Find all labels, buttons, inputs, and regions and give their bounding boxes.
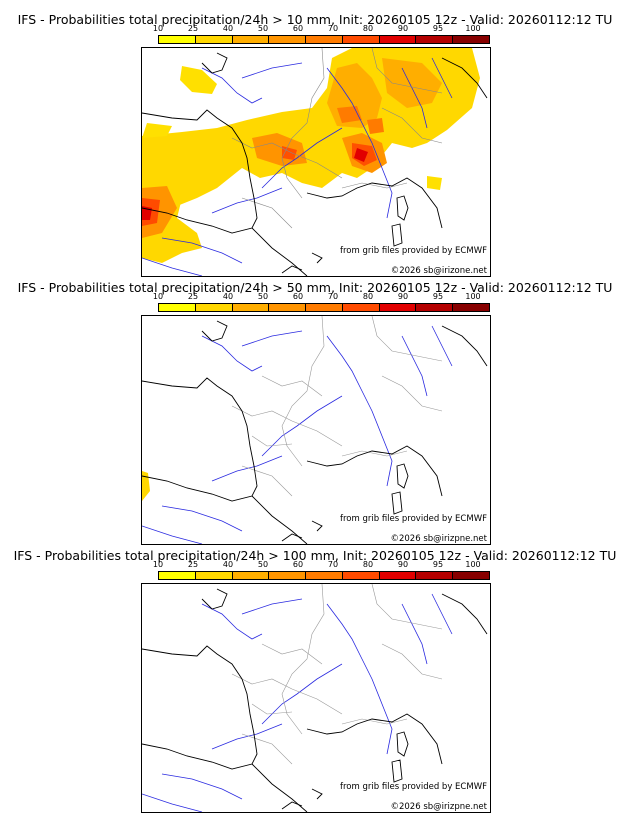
color-swatch	[416, 572, 454, 579]
legend-tick: 40	[222, 560, 234, 569]
legend-tick: 10	[152, 24, 164, 33]
color-scale-bar	[158, 571, 490, 580]
legend-tick: 50	[257, 24, 269, 33]
admin-borders	[231, 584, 443, 765]
map-credit: from grib files provided by ECMWF	[340, 246, 487, 256]
legend-tick: 90	[397, 560, 409, 569]
color-swatch	[453, 572, 490, 579]
panel-title: IFS - Probabilities total precipitation/…	[17, 280, 613, 295]
legend-ticks: 10 25 40 50 60 70 80 90 95 100	[0, 24, 630, 34]
admin-borders	[231, 316, 443, 497]
precipitation-map: from grib files provided by ECMWF ©2026 …	[141, 583, 491, 813]
rivers	[142, 325, 453, 544]
color-swatch	[342, 304, 380, 311]
legend-tick: 80	[362, 292, 374, 301]
map-panel-100mm: IFS - Probabilities total precipitation/…	[0, 536, 630, 813]
color-swatch	[159, 36, 196, 43]
legend-tick: 60	[292, 292, 304, 301]
map-panel-10mm: IFS - Probabilities total precipitation/…	[0, 0, 630, 277]
legend-tick: 50	[257, 292, 269, 301]
legend-tick: 40	[222, 24, 234, 33]
color-swatch	[159, 304, 196, 311]
color-swatch	[342, 572, 380, 579]
map-copyright: ©2026 sb@irizpne.net	[390, 534, 487, 544]
color-swatch	[379, 36, 417, 43]
legend-tick: 60	[292, 560, 304, 569]
legend-ticks: 10 25 40 50 60 70 80 90 95 100	[0, 292, 630, 302]
panel-title: IFS - Probabilities total precipitation/…	[17, 12, 613, 27]
legend-tick: 95	[432, 560, 444, 569]
legend-tick: 10	[152, 292, 164, 301]
rivers	[142, 593, 453, 812]
color-swatch	[232, 36, 270, 43]
color-scale-bar	[158, 303, 490, 312]
color-swatch	[306, 304, 343, 311]
color-swatch	[269, 304, 307, 311]
legend-tick: 80	[362, 560, 374, 569]
color-swatch	[269, 36, 307, 43]
color-swatch	[416, 304, 454, 311]
precipitation-map: from grib files provided by ECMWF ©2026 …	[141, 315, 491, 545]
coastline	[142, 320, 488, 544]
legend-tick: 95	[432, 24, 444, 33]
precip-field	[142, 48, 480, 263]
legend-tick: 50	[257, 560, 269, 569]
color-swatch	[232, 572, 270, 579]
color-swatch	[306, 36, 343, 43]
legend-tick: 80	[362, 24, 374, 33]
color-swatch	[195, 36, 233, 43]
map-credit: from grib files provided by ECMWF	[340, 514, 487, 524]
legend-tick: 70	[327, 24, 339, 33]
color-swatch	[342, 36, 380, 43]
legend-tick: 90	[397, 24, 409, 33]
legend-tick: 100	[465, 292, 481, 301]
color-swatch	[195, 572, 233, 579]
map-panel-50mm: IFS - Probabilities total precipitation/…	[0, 268, 630, 545]
legend-tick: 70	[327, 560, 339, 569]
map-credit: from grib files provided by ECMWF	[340, 782, 487, 792]
color-swatch	[453, 304, 490, 311]
legend-tick: 90	[397, 292, 409, 301]
legend-tick: 100	[465, 24, 481, 33]
legend-tick: 10	[152, 560, 164, 569]
map-copyright: ©2026 sb@irizpne.net	[390, 802, 487, 812]
color-swatch	[269, 572, 307, 579]
color-swatch	[379, 572, 417, 579]
precip-field	[142, 471, 150, 501]
map-copyright: ©2026 sb@irizone.net	[391, 266, 488, 276]
legend-tick: 70	[327, 292, 339, 301]
panel-title: IFS - Probabilities total precipitation/…	[13, 548, 617, 563]
legend-tick: 40	[222, 292, 234, 301]
color-scale-bar	[158, 35, 490, 44]
precipitation-map: from grib files provided by ECMWF ©2026 …	[141, 47, 491, 277]
color-swatch	[379, 304, 417, 311]
legend-tick: 25	[187, 292, 199, 301]
color-swatch	[195, 304, 233, 311]
admin-borders	[231, 48, 443, 229]
legend-tick: 60	[292, 24, 304, 33]
color-swatch	[306, 572, 343, 579]
coastline	[142, 52, 488, 276]
rivers	[142, 57, 453, 276]
legend-tick: 25	[187, 560, 199, 569]
legend-tick: 95	[432, 292, 444, 301]
color-swatch	[159, 572, 196, 579]
color-swatch	[453, 36, 490, 43]
legend-tick: 25	[187, 24, 199, 33]
legend-tick: 100	[465, 560, 481, 569]
coastline	[142, 588, 488, 812]
color-swatch	[232, 304, 270, 311]
color-swatch	[416, 36, 454, 43]
legend-ticks: 10 25 40 50 60 70 80 90 95 100	[0, 560, 630, 570]
